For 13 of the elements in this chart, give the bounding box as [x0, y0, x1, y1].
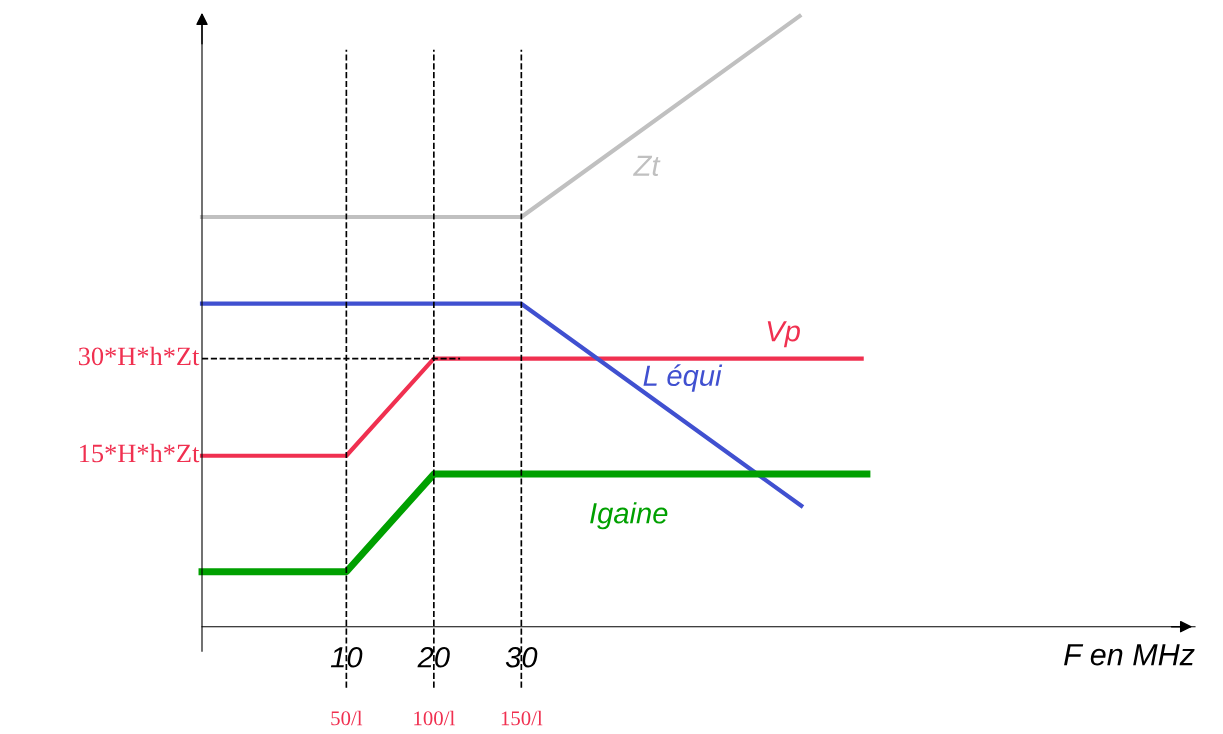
ref-line-label: 150/l	[501, 710, 543, 726]
ref-line-label: 50/l	[331, 710, 363, 726]
ref-line-label: 100/l	[414, 710, 455, 726]
series-label: Zt	[633, 155, 661, 177]
series-label: L équi	[643, 364, 723, 392]
text: 15*H*h*Zt	[80, 443, 200, 463]
series-label: Vp	[767, 321, 800, 348]
x-tick-label: 30	[505, 646, 538, 668]
series-label: Igaine	[590, 502, 668, 530]
ref-line-label: 30*H*h*Zt	[78, 346, 200, 366]
x-axis-title: F en MHz	[1064, 644, 1195, 666]
x-tick-label: 20	[417, 646, 450, 668]
x-tick-label: 10	[330, 646, 363, 668]
